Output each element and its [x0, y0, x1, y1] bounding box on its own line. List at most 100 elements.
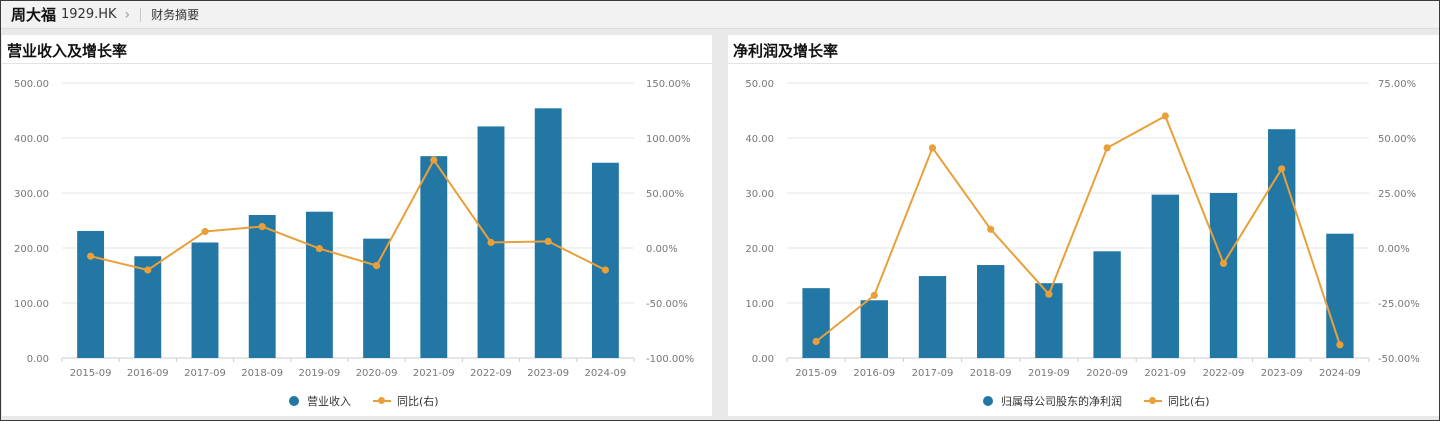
bar [305, 211, 333, 358]
growth-point [928, 144, 937, 152]
top-breadcrumb-bar: 周大福 1929.HK › 财务摘要 [1, 1, 1439, 29]
legend-bar-swatch [983, 396, 993, 406]
chart-title: 营业收入及增长率 [7, 42, 128, 60]
growth-point [87, 252, 95, 260]
x-axis-tick-label: 2015-09 [795, 368, 837, 379]
growth-point [987, 225, 995, 233]
bar [802, 288, 830, 358]
chart-legend: 营业收入 同比(右) [289, 393, 461, 409]
left-axis-tick-label: 300.00 [14, 189, 49, 200]
x-axis-tick-label: 2022-09 [470, 368, 512, 379]
growth-point [1045, 290, 1053, 298]
bar [534, 108, 562, 358]
bar [591, 162, 619, 358]
growth-point [1161, 112, 1169, 120]
company-name[interactable]: 周大福 [11, 6, 57, 24]
bar [977, 265, 1005, 358]
right-axis-tick-label: 25.00% [1378, 189, 1416, 200]
x-axis-tick-label: 2016-09 [127, 368, 169, 379]
left-axis-tick-label: 30.00 [745, 189, 774, 200]
x-axis-tick-label: 2022-09 [1203, 368, 1245, 379]
x-axis-tick-label: 2020-09 [1086, 368, 1128, 379]
right-axis-tick-label: 50.00% [1378, 134, 1416, 145]
net-profit-chart: 0.00 -50.00% 10.00 -25.00% 20.00 0.00% 30.00 25… [745, 79, 1420, 379]
x-axis-tick-label: 2019-09 [299, 368, 341, 379]
legend-bar-label: 归属母公司股东的净利润 [1001, 395, 1122, 408]
bar [420, 156, 448, 358]
right-axis-tick-label: -100.00% [646, 354, 694, 365]
x-axis-tick-label: 2023-09 [527, 368, 569, 379]
ticker-code: 1929.HK [61, 7, 117, 22]
left-axis-tick-label: 500.00 [14, 79, 49, 90]
net-profit-chart-panel: 净利润及增长率 0.00 -50.00% 10.00 -25.00% 20.00 0.00… [728, 35, 1439, 416]
left-axis-tick-label: 50.00 [745, 79, 774, 90]
bar [1151, 194, 1179, 358]
x-axis-tick-label: 2023-09 [1261, 368, 1303, 379]
legend-item-bar[interactable]: 归属母公司股东的净利润 [983, 393, 1122, 409]
growth-point [487, 238, 495, 247]
right-axis-tick-label: 75.00% [1378, 79, 1416, 90]
left-axis-tick-label: 400.00 [14, 134, 49, 145]
legend-bar-swatch [289, 396, 299, 406]
left-axis-tick-label: 20.00 [745, 244, 774, 255]
right-axis-tick-label: 0.00% [646, 244, 678, 255]
growth-point [258, 222, 266, 231]
growth-point [201, 227, 209, 236]
right-axis-tick-label: 0.00% [1378, 244, 1410, 255]
growth-point [315, 244, 323, 253]
chevron-right-icon[interactable]: › [124, 6, 131, 23]
growth-point [1103, 144, 1111, 152]
bar [1093, 251, 1121, 358]
growth-line [815, 114, 1341, 346]
bar [918, 276, 947, 358]
legend-item-line[interactable]: 同比(右) [1144, 393, 1210, 409]
growth-point [601, 266, 610, 274]
growth-point [373, 262, 381, 270]
breadcrumb-divider [140, 7, 142, 22]
chart-legend: 归属母公司股东的净利润 同比(右) [983, 393, 1232, 409]
x-axis-tick-label: 2015-09 [70, 368, 112, 379]
x-axis-tick-label: 2019-09 [1028, 368, 1070, 379]
bar [1268, 129, 1296, 358]
x-axis-tick-label: 2021-09 [413, 368, 455, 379]
legend-bar-label: 营业收入 [307, 395, 351, 408]
growth-point [1336, 341, 1344, 349]
x-axis-tick-label: 2020-09 [356, 368, 398, 379]
left-axis-tick-label: 100.00 [14, 299, 49, 310]
growth-point [1219, 259, 1228, 267]
x-axis-tick-label: 2018-09 [970, 368, 1012, 379]
x-axis-tick-label: 2017-09 [912, 368, 954, 379]
right-axis-tick-label: 50.00% [646, 189, 684, 200]
left-axis-tick-label: 0.00 [27, 354, 49, 365]
growth-line [90, 158, 606, 272]
growth-point [812, 337, 820, 346]
left-axis-tick-label: 200.00 [14, 244, 49, 255]
growth-point [144, 266, 152, 274]
legend-line-label: 同比(右) [1168, 395, 1210, 408]
growth-point [430, 156, 438, 164]
left-axis-tick-label: 0.00 [752, 354, 774, 365]
bar [77, 230, 105, 358]
chart-title: 净利润及增长率 [733, 42, 839, 60]
legend-item-line[interactable]: 同比(右) [373, 393, 439, 409]
bar [1326, 233, 1354, 358]
right-axis-tick-label: -25.00% [1378, 299, 1420, 310]
left-axis-tick-label: 40.00 [745, 134, 774, 145]
bar [248, 215, 276, 358]
legend-line-label: 同比(右) [397, 395, 439, 408]
bar [860, 300, 888, 358]
right-axis-tick-label: 100.00% [646, 134, 691, 145]
x-axis-tick-label: 2018-09 [241, 368, 283, 379]
x-axis-tick-label: 2016-09 [853, 368, 895, 379]
legend-item-bar[interactable]: 营业收入 [289, 393, 351, 409]
x-axis-tick-label: 2017-09 [184, 368, 226, 379]
title-divider [2, 63, 712, 64]
legend-line-swatch [1144, 396, 1162, 406]
growth-point [544, 237, 552, 245]
page-title: 财务摘要 [151, 8, 200, 22]
right-axis-tick-label: 150.00% [646, 79, 691, 90]
bar [1209, 193, 1238, 358]
x-axis-tick-label: 2021-09 [1144, 368, 1186, 379]
left-axis-tick-label: 10.00 [745, 299, 774, 310]
